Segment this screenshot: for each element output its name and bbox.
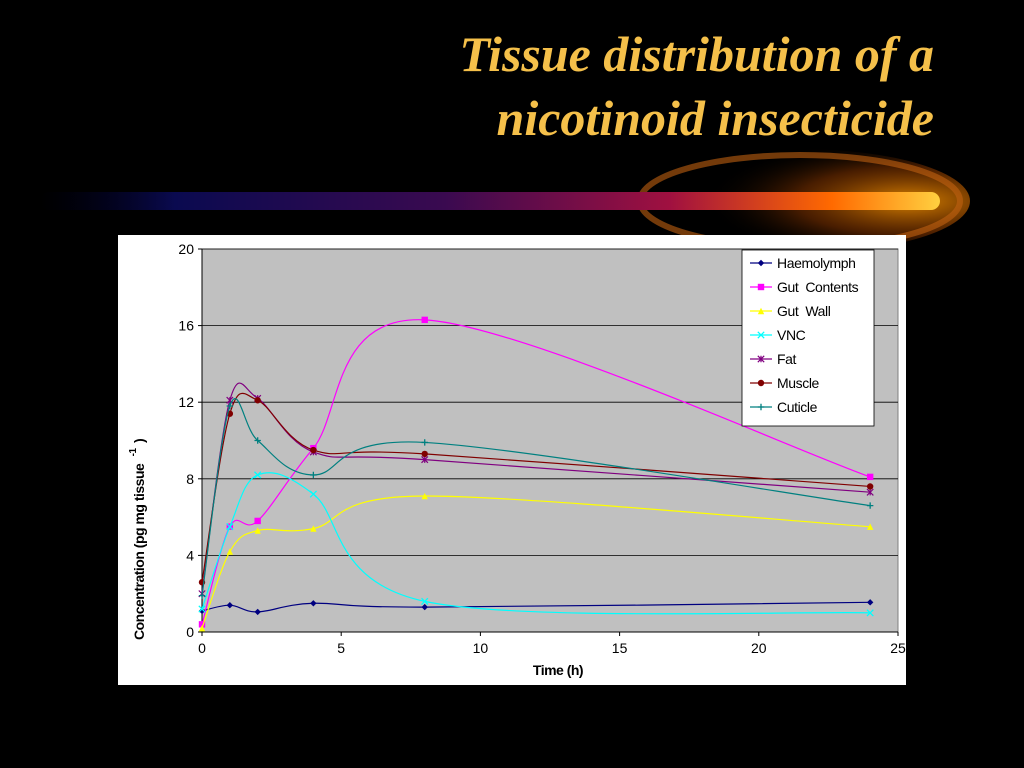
decorative-comet-streak <box>40 149 970 253</box>
x-axis-title: Time (h) <box>533 662 583 678</box>
data-point-gut-contents <box>866 473 874 481</box>
data-point-vnc <box>866 609 874 617</box>
data-point-cuticle <box>254 437 261 444</box>
legend-marker-gut-contents <box>757 283 765 291</box>
slide-title: Tissue distribution of a nicotinoid inse… <box>134 22 934 150</box>
data-point-haemolymph <box>421 603 428 611</box>
y-tick-label: 4 <box>186 547 194 563</box>
y-tick-label: 12 <box>178 394 194 410</box>
y-axis-title-main: Concentration (pg mg tissue <box>131 463 147 640</box>
legend-marker-cuticle <box>757 403 765 411</box>
legend-marker-haemolymph <box>757 259 765 267</box>
data-point-haemolymph <box>866 599 874 606</box>
x-tick-label: 10 <box>473 640 489 656</box>
data-point-cuticle <box>198 592 206 599</box>
y-axis-title-close: ) <box>131 439 147 443</box>
data-point-gut-wall <box>866 523 874 530</box>
data-point-vnc <box>198 605 206 613</box>
data-point-fat <box>866 488 874 496</box>
y-tick-label: 0 <box>186 624 194 640</box>
y-axis-title: Concentration (pg mg tissue -1 ) <box>123 439 147 640</box>
data-point-gut-wall <box>198 624 206 632</box>
data-point-gut-wall <box>254 527 261 534</box>
legend-marker-muscle <box>757 379 765 387</box>
data-point-vnc <box>421 597 429 606</box>
data-point-gut-wall <box>310 525 317 532</box>
legend-marker-vnc <box>757 331 765 339</box>
x-tick-label: 20 <box>751 640 767 656</box>
y-tick-label: 16 <box>178 318 194 334</box>
data-point-muscle <box>866 483 874 490</box>
data-point-vnc <box>226 523 234 531</box>
data-point-vnc <box>309 490 318 498</box>
series-vnc <box>198 471 874 617</box>
series-gut-wall <box>198 492 874 632</box>
axes: 0 4 8 12 16 20 0 5 10 15 20 25 <box>178 241 906 656</box>
x-tick-label: 5 <box>337 640 345 656</box>
data-point-haemolymph <box>310 600 317 607</box>
legend-label-gut-contents: Gut Contents <box>777 279 859 295</box>
legend-label-fat: Fat <box>777 351 797 367</box>
data-point-cuticle <box>226 402 234 410</box>
chart-frame: 0 4 8 12 16 20 0 5 10 15 20 25 Time (h) Concentrati… <box>118 235 906 685</box>
x-tick-label: 0 <box>198 640 206 656</box>
data-point-muscle <box>254 397 261 404</box>
data-point-gut-contents <box>198 621 206 628</box>
data-point-gut-wall <box>226 548 234 555</box>
data-point-muscle <box>310 446 317 454</box>
y-axis-title-superscript: -1 <box>128 447 139 456</box>
legend: Haemolymph Gut Contents Gut Wall VNC Fat Musc… <box>741 249 875 427</box>
data-point-muscle <box>421 450 428 458</box>
data-point-vnc <box>254 471 262 479</box>
data-point-gut-contents <box>421 316 428 324</box>
y-axis-title-group: Concentration (pg mg tissue -1 ) <box>123 439 147 640</box>
y-tick-label: 20 <box>178 241 194 257</box>
data-point-cuticle <box>421 439 428 446</box>
data-point-cuticle <box>310 471 317 479</box>
legend-marker-gut-wall <box>757 307 765 315</box>
legend-label-haemolymph: Haemolymph <box>777 255 855 271</box>
legend-label-vnc: VNC <box>777 327 806 343</box>
legend-label-muscle: Muscle <box>777 375 820 391</box>
data-point-gut-contents <box>254 517 261 525</box>
legend-marker-fat <box>757 355 765 363</box>
series-cuticle <box>198 397 874 599</box>
x-tick-label: 15 <box>612 640 628 656</box>
data-point-fat <box>421 456 429 464</box>
data-point-cuticle <box>866 502 874 509</box>
line-chart: 0 4 8 12 16 20 0 5 10 15 20 25 Time (h) Concentrati… <box>123 241 906 678</box>
slide-title-line-2: nicotinoid insecticide <box>496 90 934 146</box>
x-tick-label: 25 <box>890 640 906 656</box>
legend-label-gut-wall: Gut Wall <box>777 303 831 319</box>
legend-label-cuticle: Cuticle <box>777 399 818 415</box>
data-point-gut-wall <box>421 492 428 500</box>
slide-title-line-1: Tissue distribution of a <box>459 26 934 82</box>
series-layer <box>198 316 874 632</box>
y-tick-label: 8 <box>186 471 194 487</box>
